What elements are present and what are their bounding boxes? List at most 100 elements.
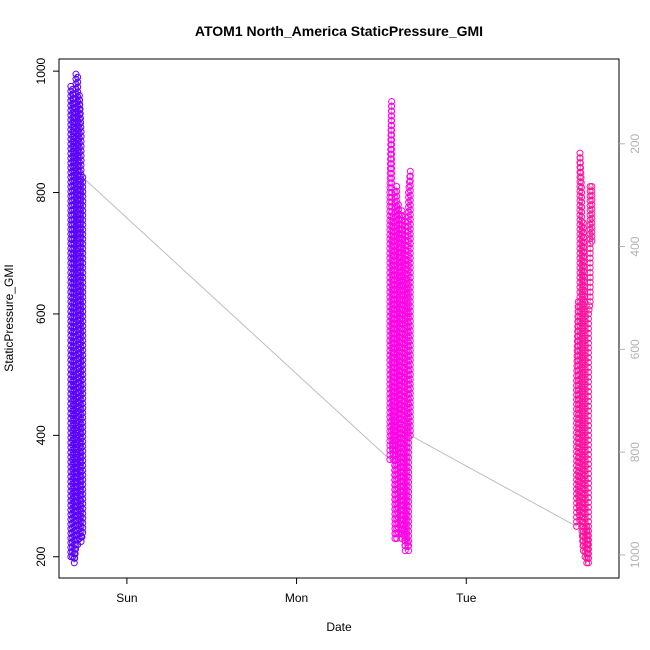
data-point xyxy=(586,254,594,262)
data-point xyxy=(79,509,87,517)
data-point xyxy=(578,198,586,206)
data-point xyxy=(79,269,87,277)
data-point xyxy=(405,333,413,341)
data-point xyxy=(406,230,414,238)
data-point xyxy=(79,399,87,407)
data-point xyxy=(79,447,87,455)
data-point xyxy=(406,308,414,316)
y2-tick-label: 1000 xyxy=(628,541,642,568)
data-point xyxy=(405,527,413,535)
data-point xyxy=(388,136,396,144)
data-point xyxy=(79,317,87,325)
data-point xyxy=(406,283,414,291)
data-point xyxy=(405,483,413,491)
data-point xyxy=(586,293,594,301)
data-point xyxy=(393,197,401,205)
data-point xyxy=(581,288,589,296)
data-point xyxy=(388,198,396,206)
data-point xyxy=(388,145,396,153)
data-point xyxy=(584,344,592,352)
data-point xyxy=(584,446,592,454)
data-point xyxy=(586,283,594,291)
data-point xyxy=(584,436,592,444)
data-point xyxy=(406,351,414,359)
data-point xyxy=(406,375,414,383)
data-point xyxy=(79,202,87,210)
data-point xyxy=(588,219,596,227)
data-point xyxy=(388,160,396,168)
data-point xyxy=(406,366,414,374)
data-point xyxy=(586,244,594,252)
data-point xyxy=(576,187,584,195)
data-point xyxy=(79,442,87,450)
data-point xyxy=(588,233,596,241)
data-point xyxy=(580,234,588,242)
data-point xyxy=(584,470,592,478)
data-point xyxy=(406,427,414,435)
data-point xyxy=(388,117,396,125)
data-point xyxy=(403,491,411,499)
data-point xyxy=(74,83,82,91)
data-point xyxy=(584,494,592,502)
data-point xyxy=(406,225,414,233)
profile-line-segment xyxy=(82,177,391,460)
data-point xyxy=(576,149,584,157)
data-point xyxy=(388,121,396,129)
data-point xyxy=(578,208,586,216)
data-point xyxy=(584,489,592,497)
data-point xyxy=(79,356,87,364)
data-point xyxy=(405,488,413,496)
data-point xyxy=(79,278,87,286)
data-point xyxy=(588,237,596,245)
data-point xyxy=(77,161,85,169)
data-point xyxy=(77,166,85,174)
data-point xyxy=(406,332,414,340)
data-point xyxy=(77,522,85,530)
data-point xyxy=(405,547,413,555)
data-point xyxy=(394,430,402,438)
data-point xyxy=(393,182,401,190)
data-point xyxy=(403,496,411,504)
data-point xyxy=(388,169,396,177)
data-point xyxy=(588,210,596,218)
data-point xyxy=(405,458,413,466)
data-point xyxy=(388,203,396,211)
y2-tick-label: 400 xyxy=(628,236,642,256)
data-point xyxy=(406,312,414,320)
data-point xyxy=(584,393,592,401)
data-point xyxy=(406,346,414,354)
y-tick-label: 600 xyxy=(34,304,48,324)
data-point xyxy=(79,366,87,374)
data-point xyxy=(584,407,592,415)
data-point xyxy=(406,211,414,219)
data-point xyxy=(67,283,75,291)
data-point xyxy=(584,460,592,468)
data-point xyxy=(405,532,413,540)
data-point xyxy=(403,482,411,490)
data-point xyxy=(406,317,414,325)
data-point xyxy=(77,147,85,155)
data-point xyxy=(79,428,87,436)
data-point xyxy=(79,433,87,441)
data-points xyxy=(67,70,596,567)
data-point xyxy=(79,298,87,306)
data-point xyxy=(405,498,413,506)
data-point xyxy=(579,523,587,531)
data-point xyxy=(79,178,87,186)
data-point xyxy=(388,102,396,110)
data-point xyxy=(586,264,594,272)
data-point xyxy=(406,298,414,306)
data-point xyxy=(405,468,413,476)
data-point xyxy=(76,96,84,104)
data-point xyxy=(405,522,413,530)
data-point xyxy=(405,449,413,457)
profile-line-segment xyxy=(410,434,577,527)
y-axis-label: StaticPressure_GMI xyxy=(2,264,16,371)
data-point xyxy=(405,507,413,515)
data-point xyxy=(388,189,396,197)
data-point xyxy=(67,317,75,325)
data-point xyxy=(79,380,87,388)
data-point xyxy=(584,339,592,347)
data-point xyxy=(580,229,588,237)
data-point xyxy=(584,503,592,511)
